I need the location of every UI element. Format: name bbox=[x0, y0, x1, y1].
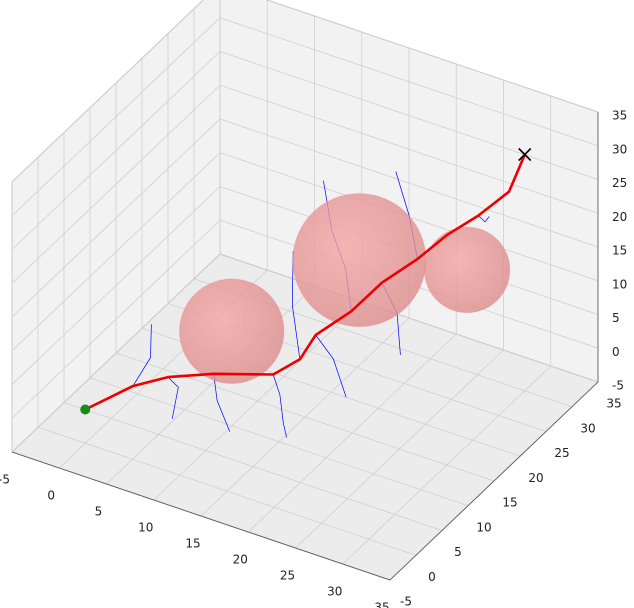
grid-line bbox=[11, 84, 221, 284]
y-tick-label: 20 bbox=[528, 471, 543, 485]
z-tick-label: 10 bbox=[612, 277, 627, 291]
grid-line bbox=[11, 152, 221, 352]
tree-branch bbox=[478, 215, 490, 223]
tree-branch bbox=[272, 374, 287, 438]
obstacle bbox=[179, 278, 285, 384]
start-marker bbox=[80, 404, 91, 415]
grid-line bbox=[11, 17, 221, 217]
z-tick-label: 35 bbox=[612, 109, 627, 123]
y-tick-label: 5 bbox=[454, 545, 462, 559]
grid-line bbox=[89, 377, 469, 507]
x-tick-label: -5 bbox=[0, 473, 10, 487]
z-tick-label: 5 bbox=[612, 311, 620, 325]
axis-line bbox=[11, 451, 391, 581]
obstacle bbox=[292, 193, 427, 328]
z-tick-label: 30 bbox=[612, 142, 627, 156]
y-tick-label: 15 bbox=[502, 496, 517, 510]
grid-line bbox=[219, 118, 599, 248]
y-tick-label: 30 bbox=[580, 421, 595, 435]
y-tick-label: 0 bbox=[428, 570, 436, 584]
grid-line bbox=[115, 352, 495, 482]
y-tick-label: 35 bbox=[606, 397, 621, 411]
axis-line bbox=[389, 381, 599, 581]
grid-line bbox=[11, 219, 221, 419]
tree-branch bbox=[315, 334, 347, 398]
obstacle bbox=[423, 226, 511, 314]
z-tick-label: -5 bbox=[612, 379, 624, 393]
z-tick-label: 15 bbox=[612, 244, 627, 258]
goal-marker bbox=[518, 147, 532, 162]
x-tick-label: 30 bbox=[327, 585, 342, 599]
tree-branch bbox=[213, 373, 231, 432]
z-tick-label: 20 bbox=[612, 210, 627, 224]
x-tick-label: 25 bbox=[280, 569, 295, 583]
x-tick-label: 20 bbox=[233, 553, 248, 567]
tree-branch bbox=[132, 324, 152, 387]
x-tick-label: 0 bbox=[47, 489, 55, 503]
tree-branch bbox=[291, 251, 301, 360]
z-tick-label: 25 bbox=[612, 176, 627, 190]
grid-line bbox=[219, 84, 599, 214]
grid-line bbox=[11, 186, 221, 385]
grid-line bbox=[11, 0, 204, 183]
y-tick-label: 25 bbox=[554, 446, 569, 460]
grid-line bbox=[11, 51, 221, 250]
y-tick-label: -5 bbox=[400, 595, 412, 608]
path-line bbox=[84, 153, 526, 411]
x-tick-label: 35 bbox=[374, 601, 389, 608]
tree-branch bbox=[167, 376, 179, 419]
grid-line bbox=[63, 402, 443, 531]
y-tick-label: 10 bbox=[476, 520, 491, 534]
grid-line bbox=[11, 253, 221, 453]
z-tick-label: 0 bbox=[612, 345, 620, 359]
x-tick-label: 15 bbox=[185, 537, 200, 551]
grid-line bbox=[219, 253, 599, 383]
grid-line bbox=[266, 0, 599, 113]
grid-line bbox=[219, 17, 599, 147]
x-tick-label: 5 bbox=[95, 505, 103, 519]
x-tick-label: 10 bbox=[138, 521, 153, 535]
grid-line bbox=[11, 118, 221, 318]
grid-line bbox=[37, 426, 417, 556]
grid-line bbox=[219, 51, 599, 180]
